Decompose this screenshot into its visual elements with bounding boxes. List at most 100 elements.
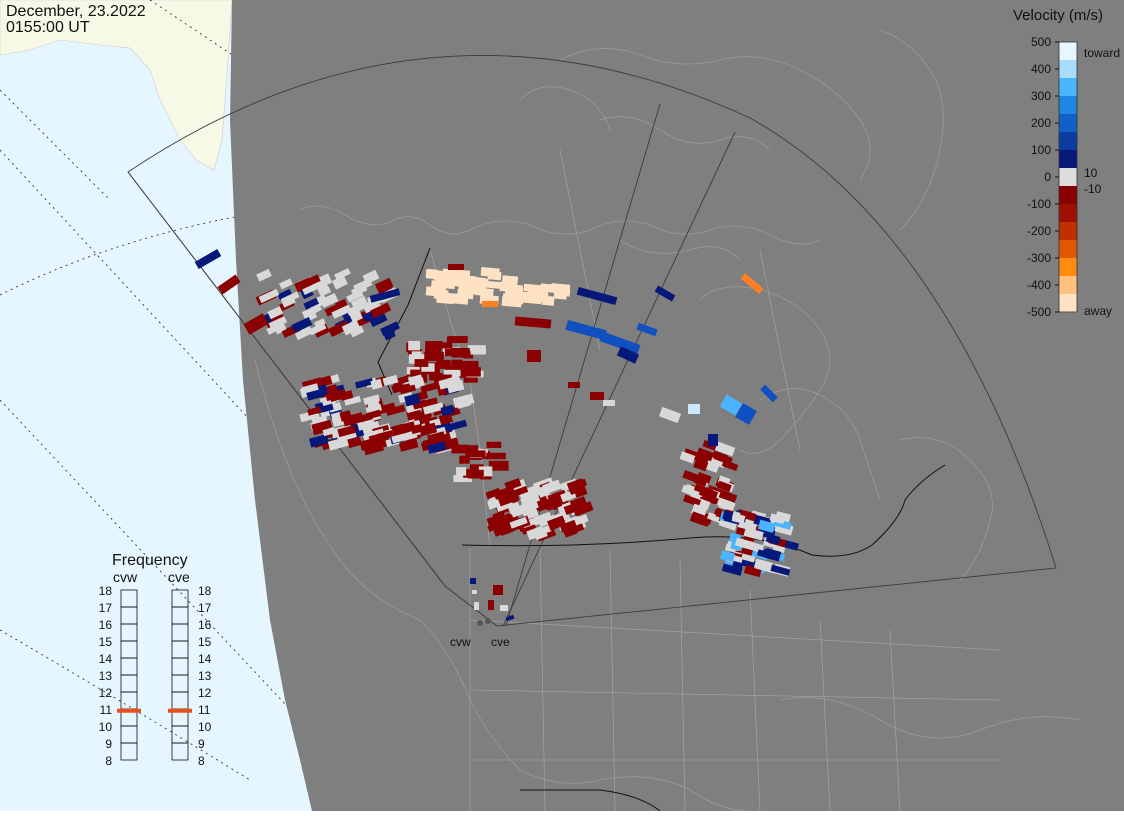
frequency-scale-label: 11 [100,703,113,717]
velocity-cell [425,341,443,349]
velocity-cell [451,359,463,369]
frequency-scale-label: 18 [198,584,212,598]
velocity-cell [527,288,548,299]
frequency-scale-label: 14 [99,652,113,666]
velocity-cell [408,340,421,351]
velocity-cell [334,388,347,400]
legend-color-bar [1058,41,1078,313]
velocity-cell [426,268,438,280]
velocity-cell [486,452,506,460]
frequency-scale-label: 12 [99,686,113,700]
legend-color-step [1059,204,1077,223]
velocity-cell [487,520,506,532]
velocity-cell [466,450,486,458]
velocity-cell [459,445,479,453]
legend-tick-label: -500 [1027,305,1051,319]
site-cvw-label: cvw [450,635,471,649]
velocity-legend: Velocity (m/s) 500 400 300 200 100 0 -100 -200 -… [1013,7,1120,319]
velocity-cell [510,290,529,299]
velocity-cell [520,499,539,513]
velocity-cell [731,560,744,571]
velocity-cell [486,441,502,448]
velocity-cell [714,496,734,511]
velocity-cell [468,469,484,479]
legend-minus-threshold: -10 [1084,182,1102,196]
legend-tick-label: 500 [1031,35,1051,49]
velocity-cell [341,319,361,336]
velocity-cell [438,412,453,425]
velocity-cell [280,291,300,305]
velocity-cell [243,313,269,335]
frequency-scales: 18 17 16 15 14 13 12 11 10 9 8 18 17 16 15 14 13 12 11 10 9 8 [99,584,212,768]
legend-toward-label: toward [1084,46,1120,60]
velocity-cell [470,578,476,584]
frequency-scale-label: 13 [198,669,212,683]
velocity-cell [434,277,449,288]
velocity-cell [335,298,348,310]
velocity-cell [427,431,446,442]
frequency-title: Frequency [112,552,188,569]
time-label: 0155:00 UT [6,19,90,36]
velocity-cell [603,400,615,406]
velocity-cell [307,406,323,416]
velocity-cell [693,483,713,497]
frequency-scale-label: 10 [99,720,113,734]
velocity-cell [467,276,486,286]
velocity-cell [710,456,724,468]
velocity-cell [410,423,424,435]
legend-color-step [1059,42,1077,61]
radar-sites: cvw cve [450,618,510,649]
legend-color-step [1059,186,1077,205]
velocity-cell [514,316,552,329]
velocity-cell [410,369,428,377]
legend-away-label: away [1084,304,1112,318]
velocity-cell [740,273,764,294]
velocity-cell [616,346,640,364]
frequency-scale-label: 15 [99,635,113,649]
velocity-cell [654,285,676,302]
velocity-cell [448,419,468,431]
velocity-cell [346,301,367,316]
velocity-cell [258,288,280,304]
frequency-scale-label: 18 [99,584,113,598]
velocity-cell [737,557,757,569]
legend-color-step [1059,96,1077,115]
frequency-scale-label: 9 [105,737,112,751]
velocity-cell [448,336,468,344]
velocity-cell [424,351,444,361]
frequency-scale-label: 16 [99,618,113,632]
frequency-radar-cvw: cvw [113,569,138,585]
velocity-cell [541,295,555,306]
frequency-scale-label: 15 [198,635,212,649]
velocity-cell [365,403,383,415]
frequency-scale-label: 8 [198,754,205,768]
frequency-cell [120,742,138,761]
velocity-cell [713,452,733,465]
velocity-cell [418,422,438,437]
velocity-cell [369,312,388,328]
velocity-cell [445,372,459,382]
legend-tick-label: 400 [1031,62,1051,76]
velocity-cell [533,527,548,541]
site-cve-label: cve [491,635,510,649]
velocity-cell [576,286,618,306]
velocity-cell [683,494,702,507]
frequency-scale-label: 14 [198,652,212,666]
velocity-cell [308,434,330,448]
velocity-cell [382,327,396,341]
velocity-cell [444,348,458,357]
velocity-cell [267,306,284,320]
velocity-cell [441,342,453,349]
coastlines [254,29,1081,812]
legend-tick-label: 300 [1031,89,1051,103]
velocity-cell [301,383,319,394]
velocity-cell [559,519,578,533]
velocity-cell [303,297,320,310]
velocity-cell [437,361,451,369]
velocity-cell [682,470,703,484]
velocity-cell [488,460,509,471]
velocity-cell [689,511,706,526]
velocity-cell [565,319,607,341]
